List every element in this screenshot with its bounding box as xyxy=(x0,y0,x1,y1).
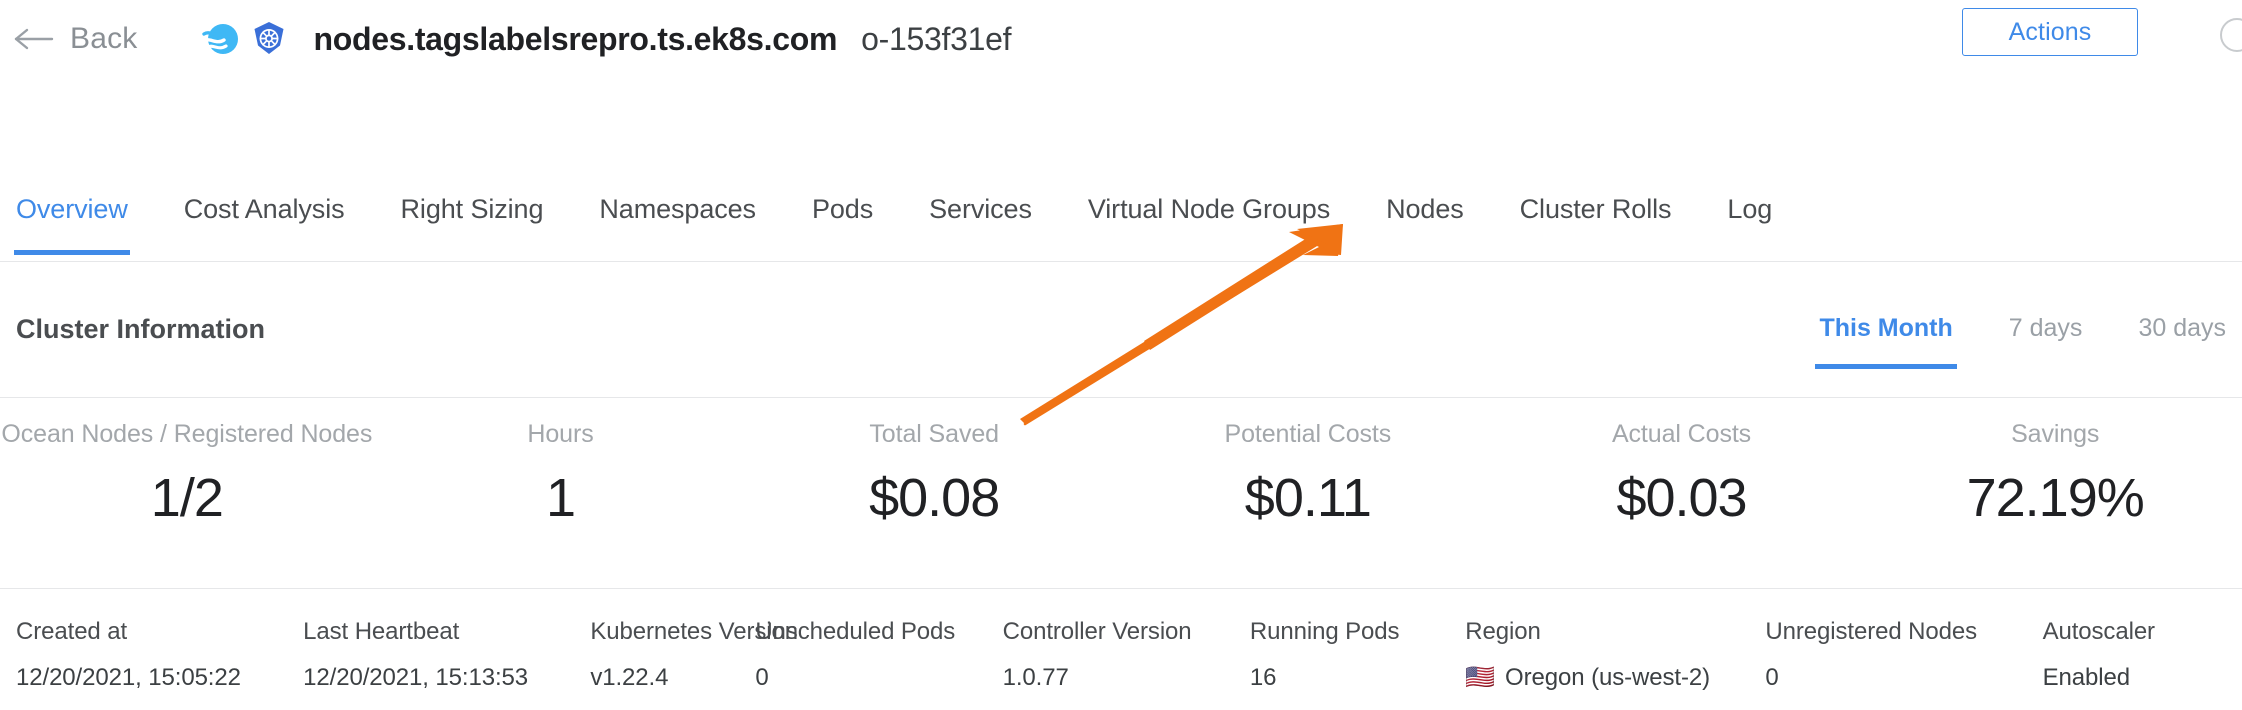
tab-right-sizing[interactable]: Right Sizing xyxy=(400,194,544,224)
tab-cluster-rolls[interactable]: Cluster Rolls xyxy=(1519,194,1672,224)
metric-value: 1 xyxy=(545,468,576,528)
detail-value: 12/20/2021, 15:05:22 xyxy=(16,664,241,691)
tab-bar: Overview Cost Analysis Right Sizing Name… xyxy=(0,186,2242,262)
metrics-row: Ocean Nodes / Registered Nodes 1/2 Hours… xyxy=(0,420,2242,529)
divider-tabs xyxy=(0,261,2242,262)
arrow-left-icon xyxy=(14,28,54,50)
metric-ocean-nodes: Ocean Nodes / Registered Nodes 1/2 xyxy=(0,420,374,529)
metric-total-saved: Total Saved $0.08 xyxy=(747,420,1121,529)
metric-label: Potential Costs xyxy=(1224,420,1392,448)
cluster-name: nodes.tagslabelsrepro.ts.ek8s.com xyxy=(313,20,838,57)
divider-details-top xyxy=(0,588,2242,589)
detail-label: Created at xyxy=(16,618,128,645)
metric-label: Total Saved xyxy=(869,420,999,448)
detail-created-at: Created at 12/20/2021, 15:05:22 xyxy=(16,618,303,692)
detail-value-region: 🇺🇸 Oregon (us-west-2) xyxy=(1465,664,1765,692)
detail-running-pods: Running Pods 16 xyxy=(1250,618,1465,692)
detail-value: 16 xyxy=(1249,664,1277,691)
range-tab-this-month[interactable]: This Month xyxy=(1815,314,1958,369)
detail-controller-version: Controller Version 1.0.77 xyxy=(1003,618,1250,692)
detail-unregistered-nodes: Unregistered Nodes 0 xyxy=(1765,618,2042,692)
metric-label: Ocean Nodes / Registered Nodes xyxy=(1,420,373,448)
range-tab-7-days[interactable]: 7 days xyxy=(2008,314,2083,342)
tab-services[interactable]: Services xyxy=(929,194,1032,224)
detail-value: Enabled xyxy=(2042,664,2130,691)
detail-value: 0 xyxy=(755,664,769,691)
cluster-title: nodes.tagslabelsrepro.ts.ek8s.com o-153f… xyxy=(201,20,1012,58)
detail-last-heartbeat: Last Heartbeat 12/20/2021, 15:13:53 xyxy=(303,618,590,692)
detail-unscheduled-pods: Unscheduled Pods 0 xyxy=(755,618,1002,692)
tab-log[interactable]: Log xyxy=(1727,194,1773,224)
detail-value: 1.0.77 xyxy=(1002,664,1069,691)
spot-ocean-logo-icon xyxy=(201,24,238,54)
actions-button[interactable]: Actions xyxy=(1962,8,2138,56)
metric-value: $0.11 xyxy=(1244,468,1372,528)
metric-label: Savings xyxy=(2011,420,2100,448)
edge-circle-icon[interactable] xyxy=(2220,18,2242,52)
metric-actual-costs: Actual Costs $0.03 xyxy=(1495,420,1869,529)
back-button[interactable]: Back xyxy=(14,22,138,56)
divider-metrics-top xyxy=(0,397,2242,398)
section-title: Cluster Information xyxy=(16,314,266,344)
detail-label: Unregistered Nodes xyxy=(1765,618,1978,645)
metric-value: $0.03 xyxy=(1616,468,1747,528)
us-flag-icon: 🇺🇸 xyxy=(1465,664,1496,691)
tab-overview[interactable]: Overview xyxy=(14,186,130,255)
metric-potential-costs: Potential Costs $0.11 xyxy=(1121,420,1495,529)
kubernetes-logo-icon xyxy=(254,22,283,54)
detail-label: Unscheduled Pods xyxy=(755,618,956,645)
metric-value: 1/2 xyxy=(150,468,224,528)
cluster-information-header: Cluster Information This Month 7 days 30… xyxy=(0,300,2242,376)
tab-cost-analysis[interactable]: Cost Analysis xyxy=(183,194,345,224)
details-row: Created at 12/20/2021, 15:05:22 Last Hea… xyxy=(16,618,2242,692)
metric-label: Hours xyxy=(527,420,594,448)
detail-label: Controller Version xyxy=(1002,618,1192,645)
metric-savings: Savings 72.19% xyxy=(1868,420,2242,529)
time-range-tabs: This Month 7 days 30 days xyxy=(1815,314,2226,369)
detail-label: Last Heartbeat xyxy=(303,618,460,645)
tab-namespaces[interactable]: Namespaces xyxy=(599,194,756,224)
detail-kubernetes-version: Kubernetes Version v1.22.4 xyxy=(590,618,798,692)
detail-label: Autoscaler xyxy=(2042,618,2156,645)
range-tab-30-days[interactable]: 30 days xyxy=(2138,314,2226,342)
top-bar: Back nodes.tagslabelsrepro.ts.ek8s.com o… xyxy=(0,0,2242,78)
detail-label: Region xyxy=(1465,618,1541,645)
detail-label: Kubernetes Version xyxy=(590,618,798,645)
region-name: Oregon (us-west-2) xyxy=(1505,664,1710,691)
detail-region: Region 🇺🇸 Oregon (us-west-2) xyxy=(1465,618,1765,692)
metric-value: $0.08 xyxy=(869,468,1000,528)
back-label: Back xyxy=(70,22,138,55)
metric-hours: Hours 1 xyxy=(374,420,748,529)
tab-pods[interactable]: Pods xyxy=(811,194,874,224)
detail-value: 0 xyxy=(1765,664,1779,691)
detail-value: 12/20/2021, 15:13:53 xyxy=(303,664,529,691)
metric-value: 72.19% xyxy=(1966,468,2145,528)
detail-value: v1.22.4 xyxy=(590,664,669,691)
metric-label: Actual Costs xyxy=(1611,420,1752,448)
tab-virtual-node-groups[interactable]: Virtual Node Groups xyxy=(1087,194,1331,224)
tab-nodes[interactable]: Nodes xyxy=(1386,194,1464,224)
detail-autoscaler: Autoscaler Enabled xyxy=(2043,618,2242,692)
detail-label: Running Pods xyxy=(1249,618,1400,645)
cluster-id: o-153f31ef xyxy=(861,20,1012,57)
